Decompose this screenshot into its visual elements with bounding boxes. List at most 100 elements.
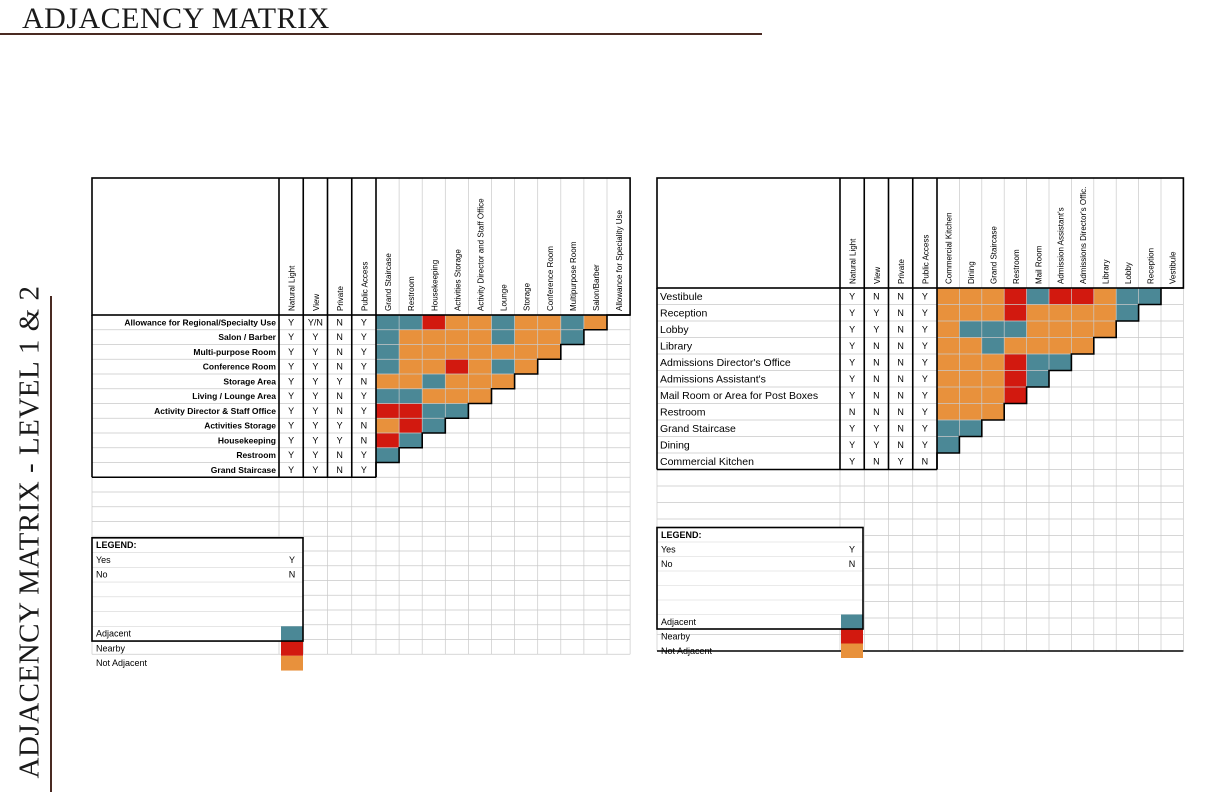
header-border <box>656 177 1185 289</box>
attribute-value: N <box>336 450 343 460</box>
column-header-conference-room: Conference Room <box>546 246 555 311</box>
row-label-dining: Dining <box>660 439 690 451</box>
relationship-cell <box>445 344 469 360</box>
relationship-cell <box>514 344 538 360</box>
column-header-activities-storage: Activities Storage <box>453 249 462 311</box>
attribute-value: N <box>336 332 343 342</box>
attribute-value: Y <box>288 450 294 460</box>
relationship-cell <box>959 387 982 404</box>
relationship-cell <box>422 359 446 374</box>
relationship-cell <box>1026 288 1049 305</box>
relationship-cell <box>1071 288 1094 305</box>
attribute-value: Y <box>922 341 928 351</box>
relationship-cell <box>1026 304 1049 321</box>
attribute-value: N <box>873 357 880 367</box>
attribute-value: Y <box>312 376 318 386</box>
attribute-value: Y <box>849 390 855 400</box>
relationship-cell <box>981 387 1005 404</box>
legend-yes-label: Yes <box>96 555 111 565</box>
relationship-cell <box>937 387 960 404</box>
relationship-cell <box>468 374 492 389</box>
relationship-cell <box>399 388 423 404</box>
attribute-value: Y <box>288 362 294 372</box>
header-border <box>91 177 631 316</box>
row-label-grand-staircase: Grand Staircase <box>660 423 736 435</box>
relationship-cell <box>981 321 1005 338</box>
relationship-cell <box>937 403 960 420</box>
relationship-cell <box>491 344 515 360</box>
relationship-cell <box>537 344 561 360</box>
attribute-value: Y <box>922 407 928 417</box>
attribute-value: N <box>897 357 904 367</box>
attribute-value: Y <box>288 332 294 342</box>
legend-title: LEGEND: <box>96 540 137 550</box>
relationship-cell <box>399 418 423 433</box>
attribute-value: Y <box>312 406 318 416</box>
column-header-public-access: Public Access <box>360 262 369 311</box>
column-header-lounge: Lounge <box>500 284 509 311</box>
relationship-cell <box>491 374 515 389</box>
relationship-cell <box>981 370 1005 387</box>
attribute-value: N <box>336 465 343 475</box>
attribute-value: N <box>873 374 880 384</box>
relationship-cell <box>468 388 492 404</box>
attribute-value: N <box>897 423 904 433</box>
relationship-cell <box>422 403 446 419</box>
attribute-value: Y/N <box>308 317 323 327</box>
row-label-grand-staircase: Grand Staircase <box>211 465 276 475</box>
attribute-value: N <box>922 456 929 466</box>
legend-border <box>91 536 304 642</box>
relationship-cell <box>937 321 960 338</box>
column-header-private: Private <box>897 259 906 284</box>
relationship-cell <box>1026 321 1049 338</box>
legend-swatch-nearby <box>281 641 303 656</box>
column-header-library: Library <box>1102 260 1111 284</box>
relationship-cell <box>959 370 982 387</box>
adjacency-matrix-2: Natural Light View Private Public Access Com… <box>656 177 1189 668</box>
attribute-value: N <box>873 456 880 466</box>
row-label-reception: Reception <box>660 307 707 319</box>
column-header-salon-barber: Salon/Barber <box>592 264 601 311</box>
column-header-housekeeping: Housekeeping <box>430 260 439 311</box>
legend-swatch-adjacent <box>841 614 863 629</box>
relationship-cell <box>1071 304 1094 321</box>
attribute-value: Y <box>922 291 928 301</box>
attribute-value: Y <box>288 391 294 401</box>
column-header-admission-assistant-s: Admission Assistant's <box>1057 207 1066 284</box>
legend-adjacent-label: Adjacent <box>96 629 132 639</box>
relationship-cell <box>537 315 561 330</box>
attribute-value: N <box>897 440 904 450</box>
legend-title: LEGEND: <box>661 530 702 540</box>
row-label-vestibule: Vestibule <box>660 291 703 303</box>
attribute-value: Y <box>337 376 343 386</box>
relationship-cell <box>399 329 423 345</box>
attribute-value: Y <box>873 324 879 334</box>
column-header-commercial-kitchen: Commercial Kitchen <box>945 212 954 284</box>
column-header-activity-director-and-staff-office: Activity Director and Staff Office <box>476 198 485 311</box>
column-header-grand-staircase: Grand Staircase <box>990 226 999 284</box>
relationship-cell <box>1049 288 1072 305</box>
attribute-value: Y <box>361 406 367 416</box>
row-label-activity-director-staff-office: Activity Director & Staff Office <box>154 406 276 416</box>
relationship-cell <box>376 359 400 374</box>
row-label-commercial-kitchen: Commercial Kitchen <box>660 456 754 468</box>
relationship-cell <box>399 374 423 389</box>
page-title: ADJACENCY MATRIX <box>22 2 330 35</box>
column-header-lobby: Lobby <box>1124 262 1133 284</box>
relationship-cell <box>583 315 607 330</box>
column-header-reception: Reception <box>1146 248 1155 284</box>
attribute-value: Y <box>849 324 855 334</box>
relationship-cell <box>376 418 400 433</box>
attribute-value: Y <box>312 391 318 401</box>
relationship-cell <box>376 447 400 463</box>
relationship-cell <box>422 344 446 360</box>
relationship-cell <box>399 403 423 419</box>
relationship-cell <box>376 433 400 448</box>
attribute-value: N <box>361 376 368 386</box>
column-header-dining: Dining <box>967 261 976 284</box>
relationship-cell <box>937 436 960 453</box>
relationship-cell <box>1004 387 1027 404</box>
attribute-value: Y <box>337 435 343 445</box>
relationship-cell <box>937 288 960 305</box>
attribute-value: Y <box>361 317 367 327</box>
